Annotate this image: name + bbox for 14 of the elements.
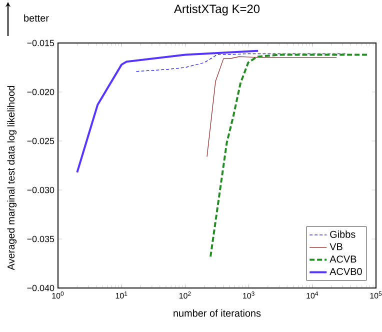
legend-label: ACVB0 (330, 268, 362, 276)
y-tick-label: −0.030 (27, 186, 54, 194)
y-axis-title: Averaged marginal test data log likelihood (7, 86, 17, 270)
legend-label: Gibbs (330, 230, 356, 238)
y-tick-label: −0.015 (27, 40, 54, 46)
y-tick-label: −0.020 (27, 88, 54, 96)
text: better (24, 14, 49, 22)
legend-label: ACVB (330, 256, 356, 263)
chart-title: ArtistXTag K=20 (174, 4, 260, 16)
y-tick-label: −0.040 (27, 284, 54, 292)
x-axis-title: number of iterations (174, 309, 261, 317)
y-tick-label: −0.035 (27, 236, 54, 242)
legend-label: VB (330, 243, 342, 250)
y-tick-label: −0.025 (27, 138, 54, 144)
